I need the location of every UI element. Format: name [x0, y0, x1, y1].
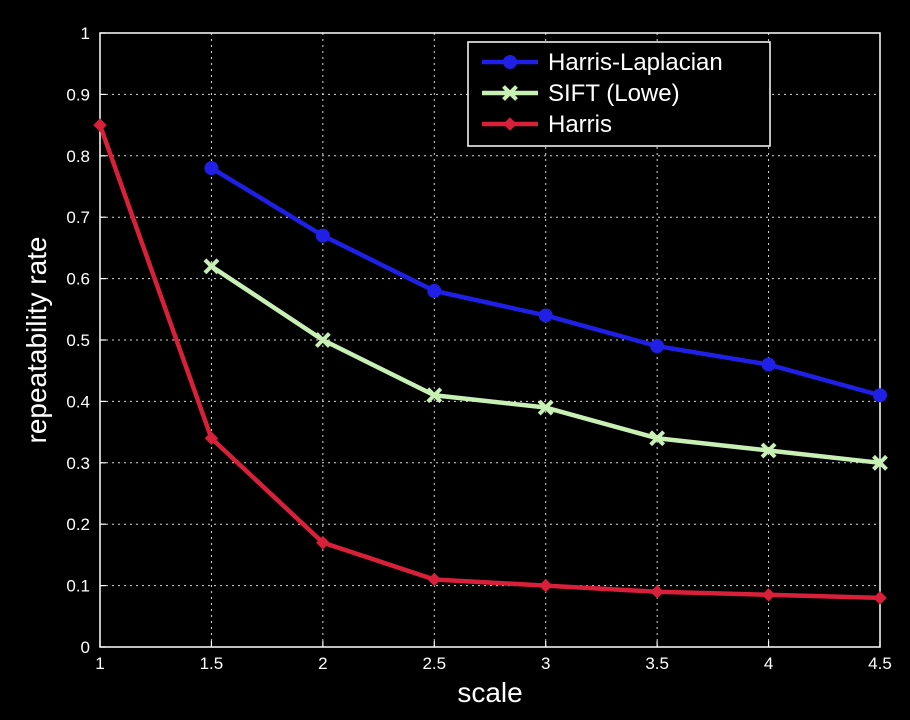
- data-point: [203, 258, 220, 275]
- legend-marker: [502, 85, 518, 101]
- legend: Harris-Laplacian SIFT (Lowe) Harris: [467, 41, 771, 147]
- data-point: [427, 572, 441, 587]
- x-tick-label: 3.5: [645, 654, 669, 673]
- x-axis-label: scale: [457, 677, 522, 708]
- y-tick-label: 0.5: [66, 331, 90, 350]
- data-point: [872, 454, 888, 471]
- data-point: [427, 283, 442, 298]
- series-0: [204, 161, 887, 403]
- legend-item: Harris: [482, 111, 612, 138]
- series-layer: [93, 118, 888, 605]
- y-axis-label: repeatability rate: [21, 236, 52, 443]
- data-point: [873, 591, 887, 605]
- y-tick-label: 0.4: [66, 392, 90, 411]
- legend-marker: [503, 117, 517, 131]
- legend-label: Harris: [548, 111, 612, 138]
- x-tick-label: 2.5: [422, 654, 446, 673]
- data-point: [316, 535, 330, 550]
- data-point: [761, 588, 776, 602]
- legend-marker: [503, 55, 517, 69]
- data-point: [314, 332, 331, 348]
- y-tick-label: 0: [81, 638, 90, 657]
- y-tick-label: 0.3: [66, 454, 90, 473]
- y-tick-label: 0.6: [66, 270, 90, 289]
- y-tick-label: 1: [81, 24, 90, 43]
- series-2: [93, 118, 887, 605]
- y-tick-label: 0.2: [66, 515, 90, 534]
- data-point: [649, 430, 666, 447]
- y-tick-label: 0.9: [66, 85, 90, 104]
- data-point: [650, 339, 665, 354]
- legend-item: Harris-Laplacian: [482, 49, 723, 76]
- axis-ticks: 1 1.5 2 2.5 3 3.5 4 4.5 0 0.1 0.2 0.3 0.4 0.5 0.6 0.7 0.…: [66, 24, 891, 673]
- series-line: [97, 124, 881, 601]
- data-point: [761, 357, 776, 372]
- data-point: [873, 388, 887, 403]
- data-point: [204, 161, 219, 176]
- data-point: [650, 585, 664, 599]
- x-tick-label: 1: [95, 654, 104, 673]
- data-point: [315, 228, 330, 243]
- data-point: [539, 578, 553, 593]
- x-tick-label: 4: [764, 654, 773, 673]
- y-tick-label: 0.8: [66, 147, 90, 166]
- legend-item: SIFT (Lowe): [482, 80, 680, 107]
- data-point: [537, 399, 554, 416]
- data-point: [93, 118, 107, 132]
- legend-label: Harris-Laplacian: [548, 49, 723, 76]
- data-point: [538, 308, 553, 323]
- data-point: [204, 431, 219, 445]
- series-1: [203, 258, 888, 471]
- y-tick-label: 0.1: [66, 577, 90, 596]
- x-tick-label: 2: [318, 654, 327, 673]
- x-tick-label: 1.5: [200, 654, 224, 673]
- x-tick-label: 4.5: [868, 654, 892, 673]
- data-point: [760, 442, 777, 459]
- y-tick-label: 0.7: [66, 208, 90, 227]
- data-point: [426, 387, 443, 404]
- legend-label: SIFT (Lowe): [548, 80, 680, 107]
- x-tick-label: 3: [541, 654, 550, 673]
